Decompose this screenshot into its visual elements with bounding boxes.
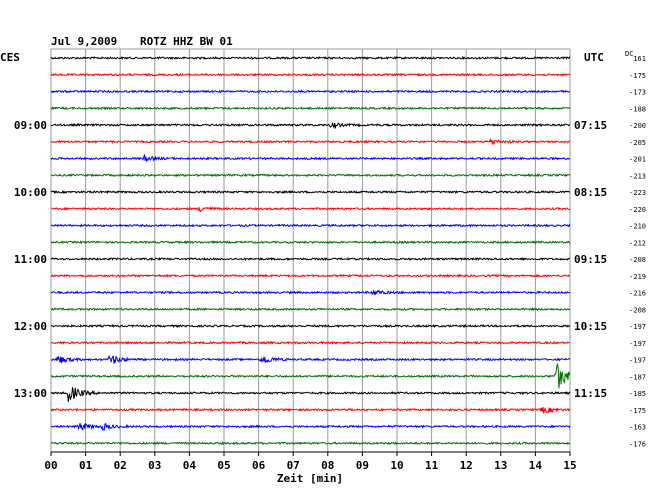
dc-value: -219 [629, 273, 646, 281]
trace-line [50, 441, 571, 446]
x-axis-label: Zeit [min] [277, 472, 343, 485]
grid-lines [50, 48, 571, 456]
left-time-label: 11:00 [14, 253, 47, 266]
trace-line [50, 173, 571, 178]
trace-line [50, 422, 571, 432]
right-time-label: 10:15 [574, 320, 607, 333]
trace-line [50, 153, 571, 163]
left-time-label: 12:00 [14, 320, 47, 333]
x-tick-label: 09 [356, 459, 369, 472]
dc-value: -187 [629, 373, 646, 381]
trace-line [50, 273, 571, 278]
x-tick-label: 02 [114, 459, 127, 472]
dc-value: -175 [629, 72, 646, 80]
dc-value: -205 [629, 139, 646, 147]
trace-line [50, 106, 571, 111]
x-tick-label: 03 [148, 459, 161, 472]
right-time-label: 11:15 [574, 387, 607, 400]
dc-value: -188 [629, 105, 646, 113]
dc-value: -197 [629, 340, 646, 348]
dc-value: -220 [629, 206, 646, 214]
x-tick-label: 00 [44, 459, 57, 472]
dc-value: -197 [629, 357, 646, 365]
trace-line [50, 89, 570, 94]
right-time-label: 08:15 [574, 186, 607, 199]
dc-value: -175 [629, 407, 646, 415]
time-labels: 09:00 10:00 11:00 12:00 13:00 07:15 08:15 09:15… [14, 119, 607, 400]
trace-line [51, 363, 571, 389]
dc-value: -223 [629, 189, 646, 197]
right-time-label: 09:15 [574, 253, 607, 266]
right-time-label: 07:15 [574, 119, 607, 132]
trace-line [50, 340, 571, 345]
left-time-label: 09:00 [14, 119, 47, 132]
header-station: ROTZ HHZ BW 01 [140, 35, 233, 48]
x-tick-label: 01 [79, 459, 93, 472]
x-tick-label: 06 [252, 459, 266, 472]
x-tick-label: 05 [217, 459, 230, 472]
trace-line [50, 240, 571, 245]
trace-line [50, 307, 571, 312]
left-time-label: 13:00 [14, 387, 47, 400]
dc-value: -185 [629, 390, 646, 398]
dc-values: 161 -175 -173 -188 -200 -205 -201 -213 -223 -220 -… [629, 55, 646, 448]
trace-line [50, 387, 571, 403]
left-zone-label: CES [0, 51, 20, 64]
x-tick-label: 15 [563, 459, 576, 472]
dc-value: -201 [629, 156, 646, 164]
x-tick-label: 14 [529, 459, 543, 472]
dc-label: DC [625, 50, 633, 58]
x-tick-label: 11 [425, 459, 439, 472]
x-tick-label: 12 [460, 459, 473, 472]
x-tick-label: 10 [390, 459, 403, 472]
trace-line [50, 205, 571, 213]
trace-line [50, 138, 571, 146]
x-tick-label: 13 [494, 459, 507, 472]
trace-line [50, 55, 571, 61]
trace-group [50, 55, 571, 446]
dc-value: -210 [629, 223, 646, 231]
dc-value: -163 [629, 424, 646, 432]
dc-value: -212 [629, 239, 646, 247]
x-tick-label: 07 [287, 459, 300, 472]
trace-line [50, 122, 571, 130]
dc-value: -200 [629, 122, 646, 130]
trace-line [50, 354, 571, 364]
left-time-label: 10:00 [14, 186, 47, 199]
right-zone-label: UTC [584, 51, 604, 64]
dc-value: -208 [629, 256, 646, 264]
x-tick-labels: 00 01 02 03 04 05 06 07 08 09 10 11 12 13 14 15 [44, 459, 576, 472]
trace-line [50, 323, 571, 329]
dc-value: -173 [629, 89, 646, 97]
dc-value: -213 [629, 172, 646, 180]
dc-value: -216 [629, 290, 646, 298]
dc-value: -197 [629, 323, 646, 331]
trace-line [50, 406, 571, 414]
trace-line [50, 72, 571, 77]
x-tick-label: 04 [183, 459, 197, 472]
dc-value: -176 [629, 440, 646, 448]
dc-value: -208 [629, 306, 646, 314]
trace-line [50, 189, 571, 195]
dc-value: 161 [633, 55, 646, 63]
trace-line [50, 223, 571, 228]
trace-line [50, 256, 570, 262]
header-date: Jul 9,2009 [51, 35, 117, 48]
trace-line [50, 289, 571, 297]
x-tick-label: 08 [321, 459, 334, 472]
